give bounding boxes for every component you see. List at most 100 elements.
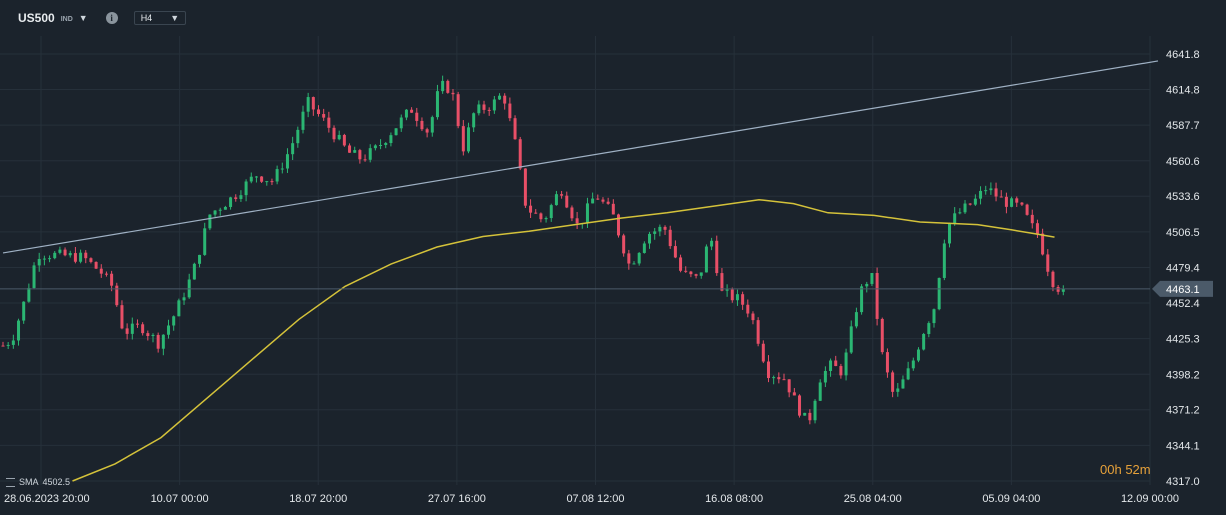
y-axis-tick-label: 4452.4 [1166, 298, 1200, 310]
candle-body [322, 114, 326, 118]
y-axis-tick-label: 4587.7 [1166, 120, 1200, 132]
y-axis-tick-label: 4533.6 [1166, 191, 1200, 203]
sma-line [72, 198, 1055, 482]
candle-body [472, 113, 476, 128]
candle-body [384, 143, 388, 146]
candle-body [994, 188, 998, 197]
indicator-legend[interactable]: SMA 4502.5 [6, 477, 70, 487]
candle-body [42, 258, 46, 260]
timeframe-chevron-down-icon: ▼ [170, 13, 180, 23]
x-axis-tick-label: 28.06.2023 20:00 [4, 493, 90, 505]
candle-body [446, 80, 450, 93]
candle-body [616, 214, 620, 236]
candle-body [130, 323, 134, 334]
candle-body [213, 210, 217, 215]
candle-body [777, 377, 781, 380]
candle-body [223, 206, 227, 210]
candle-body [611, 203, 615, 215]
candle-body [430, 117, 434, 133]
candle-body [963, 203, 967, 213]
candle-body [968, 203, 972, 205]
candle-body [927, 323, 931, 335]
x-axis-tick-label: 18.07 20:00 [289, 493, 347, 505]
candle-body [735, 294, 739, 301]
candle-body [756, 320, 760, 344]
candle-body [901, 379, 905, 389]
candle-body [834, 360, 838, 367]
candle-body [1061, 288, 1065, 292]
candle-body [317, 109, 321, 115]
candle-body [715, 240, 719, 274]
candle-body [1046, 254, 1050, 272]
candle-body [570, 207, 574, 219]
candle-body [89, 258, 93, 262]
candle-body [229, 197, 233, 207]
candle-body [979, 190, 983, 199]
candle-body [6, 344, 10, 346]
candle-body [896, 388, 900, 392]
candle-body [798, 395, 802, 416]
candle-body [948, 223, 952, 244]
candle-body [296, 129, 300, 144]
candle-body [560, 194, 564, 196]
candle-body [989, 188, 993, 191]
info-icon[interactable]: i [105, 12, 118, 24]
candle-body [172, 316, 176, 326]
candle-body [280, 168, 284, 170]
candle-body [373, 145, 377, 149]
candle-body [120, 305, 124, 329]
candle-body [27, 287, 31, 302]
candle-body [694, 274, 698, 276]
candle-body [260, 176, 264, 182]
timeframe-select[interactable]: H4 ▼ [133, 11, 187, 25]
candle-body [710, 240, 714, 247]
candle-body [379, 145, 383, 147]
candle-body [803, 412, 807, 416]
candle-body [141, 324, 145, 334]
candle-body [461, 126, 465, 152]
x-axis-tick-label: 05.09 04:00 [982, 493, 1040, 505]
candle-body [875, 273, 879, 319]
y-axis-tick-label: 4371.2 [1166, 405, 1200, 417]
candle-body [203, 228, 207, 255]
current-price-label: 4463.1 [1166, 284, 1200, 296]
candle-body [642, 243, 646, 253]
candle-body [1056, 287, 1060, 292]
candle-body [420, 120, 424, 130]
candle-body [254, 176, 258, 178]
candle-body [953, 213, 957, 224]
y-axis-tick-label: 4506.5 [1166, 227, 1200, 239]
candle-body [787, 379, 791, 393]
current-price-tag [1152, 280, 1213, 297]
candle-body [291, 143, 295, 155]
candle-body [1010, 198, 1014, 207]
candle-body [637, 252, 641, 264]
symbol-label[interactable]: US500 [18, 11, 55, 25]
candle-body [596, 198, 600, 200]
candle-body [751, 313, 755, 321]
candle-body [782, 379, 786, 381]
candle-body [94, 261, 98, 269]
candle-body [772, 377, 776, 379]
candle-body [32, 265, 36, 288]
candle-body [198, 254, 202, 264]
candle-body [37, 259, 41, 266]
candle-body [554, 194, 558, 206]
candle-body [870, 273, 874, 284]
candle-body [585, 203, 589, 224]
candle-body [192, 263, 196, 280]
candle-body [306, 97, 310, 112]
candle-body [1004, 196, 1008, 207]
symbol-dropdown-chevron-icon[interactable]: ▼ [78, 13, 88, 23]
countdown-hours: 00 [1100, 462, 1115, 477]
candle-body [839, 366, 843, 376]
candle-body [441, 80, 445, 92]
candle-body [146, 333, 150, 336]
candle-body [575, 218, 579, 224]
candle-body [368, 148, 372, 160]
candle-body [906, 368, 910, 380]
x-axis-tick-label: 25.08 04:00 [844, 493, 902, 505]
candle-body [829, 360, 833, 371]
candle-body [275, 169, 279, 182]
